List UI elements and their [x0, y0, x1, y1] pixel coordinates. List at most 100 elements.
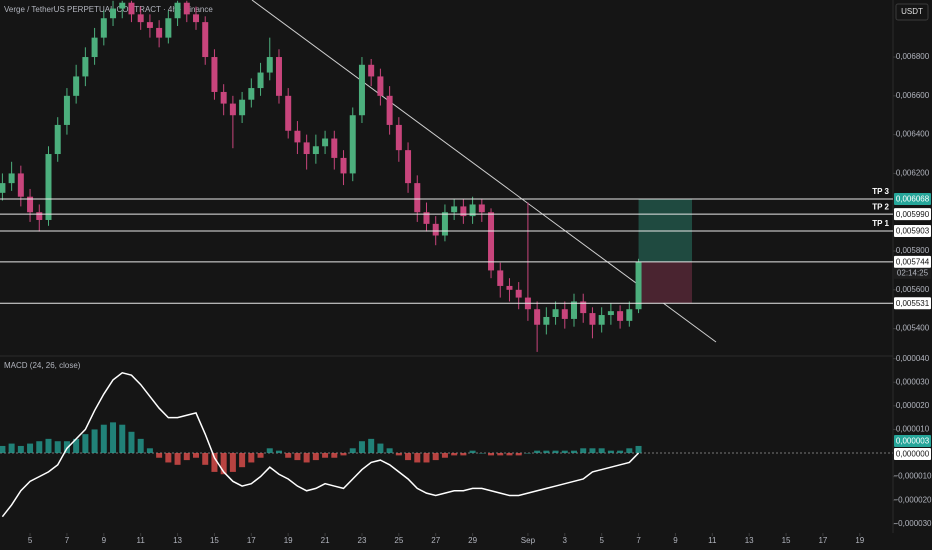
candle-body	[193, 14, 200, 23]
histogram-bar	[257, 453, 264, 458]
histogram-bar	[469, 450, 476, 454]
level-price-tag: 0,005531	[896, 299, 930, 308]
x-tick-label: 7	[65, 536, 70, 545]
histogram-bar	[617, 450, 624, 454]
candle-body	[312, 146, 319, 155]
histogram-bar	[598, 448, 605, 454]
x-tick-label: 17	[818, 536, 827, 545]
histogram-bar	[377, 443, 384, 454]
x-tick-label: 19	[284, 536, 293, 545]
histogram-bar	[54, 441, 61, 454]
histogram-bar	[349, 448, 356, 454]
level-name: TP 2	[872, 202, 889, 211]
histogram-bar	[183, 453, 190, 461]
candle-body	[146, 22, 153, 28]
candle-body	[441, 212, 448, 236]
candle-body	[478, 204, 485, 213]
candle-body	[248, 88, 255, 100]
candle-body	[239, 99, 246, 116]
y-tick-label: 0,006800	[896, 52, 930, 61]
level-price-tag-bg	[894, 208, 931, 221]
macd-line	[1, 371, 640, 518]
histogram-bar	[626, 448, 633, 454]
candle-body	[257, 72, 264, 89]
currency-label[interactable]: USDT	[901, 7, 923, 16]
y-tick-label: 0,006200	[896, 169, 930, 178]
x-tick-label: 15	[210, 536, 219, 545]
histogram-bar	[552, 450, 559, 454]
candle-body	[165, 18, 172, 38]
histogram-bar	[8, 443, 15, 454]
candle-body	[515, 289, 522, 298]
candle-body	[598, 315, 605, 325]
x-tick-label: 25	[394, 536, 403, 545]
countdown-bg	[894, 267, 931, 279]
histogram-bar	[358, 441, 365, 454]
candle-body	[617, 311, 624, 321]
candle-body	[414, 183, 421, 213]
level-price-tag: 0,005990	[896, 210, 930, 219]
candle-body	[340, 157, 347, 174]
candle-body	[580, 301, 587, 314]
macd-value-tag-bg	[894, 448, 931, 461]
candle-body	[451, 206, 458, 213]
histogram-bar	[211, 453, 218, 472]
candle-body	[128, 2, 135, 15]
histogram-bar	[36, 441, 43, 454]
histogram-bar	[432, 453, 439, 461]
level-price-tag-bg	[894, 297, 931, 310]
candle-body	[607, 311, 614, 316]
histogram-bar	[515, 453, 522, 456]
candle-body	[322, 138, 329, 147]
candle-body	[294, 130, 301, 143]
candle-body	[275, 57, 282, 96]
candle-body	[0, 183, 6, 193]
candle-body	[506, 285, 513, 290]
candle-body	[220, 91, 227, 104]
candle-body	[405, 150, 412, 184]
x-tick-label: 11	[708, 536, 717, 545]
histogram-bar	[543, 450, 550, 454]
x-tick-label: 15	[782, 536, 791, 545]
candle-body	[571, 301, 578, 319]
candle-body	[36, 212, 43, 220]
histogram-bar	[229, 453, 236, 472]
position-stop	[638, 261, 693, 304]
candle-body	[156, 27, 163, 38]
currency-button[interactable]	[895, 3, 929, 21]
histogram-bar	[534, 450, 541, 454]
histogram-bar	[137, 438, 144, 454]
candle-body	[303, 142, 310, 155]
candle-body	[45, 154, 52, 220]
candle-body	[543, 316, 550, 325]
candle-body	[91, 37, 98, 58]
candle-body	[266, 57, 273, 73]
candle-body	[73, 76, 80, 96]
histogram-bar	[275, 450, 282, 454]
x-tick-label: Sep	[521, 536, 536, 545]
candle-body	[377, 76, 384, 96]
histogram-bar	[73, 438, 80, 454]
histogram-bar	[395, 453, 402, 456]
histogram-bar	[386, 448, 393, 454]
histogram-bar	[165, 453, 172, 463]
macd-value-tag-bg	[894, 434, 931, 447]
histogram-bar	[63, 441, 70, 454]
candle-body	[27, 196, 34, 213]
candle-body	[423, 212, 430, 224]
candle-body	[100, 18, 107, 38]
x-tick-label: 29	[468, 536, 477, 545]
candle-body	[358, 64, 365, 116]
x-tick-label: 17	[247, 536, 256, 545]
histogram-bar	[414, 453, 421, 463]
candle-body	[395, 124, 402, 151]
candle-body	[285, 95, 292, 131]
level-price-tag: 0,005744	[896, 257, 930, 266]
candle-body	[183, 2, 190, 15]
histogram-bar	[441, 453, 448, 458]
x-tick-label: 13	[173, 536, 182, 545]
histogram-bar	[294, 453, 301, 461]
histogram-bar	[571, 450, 578, 454]
